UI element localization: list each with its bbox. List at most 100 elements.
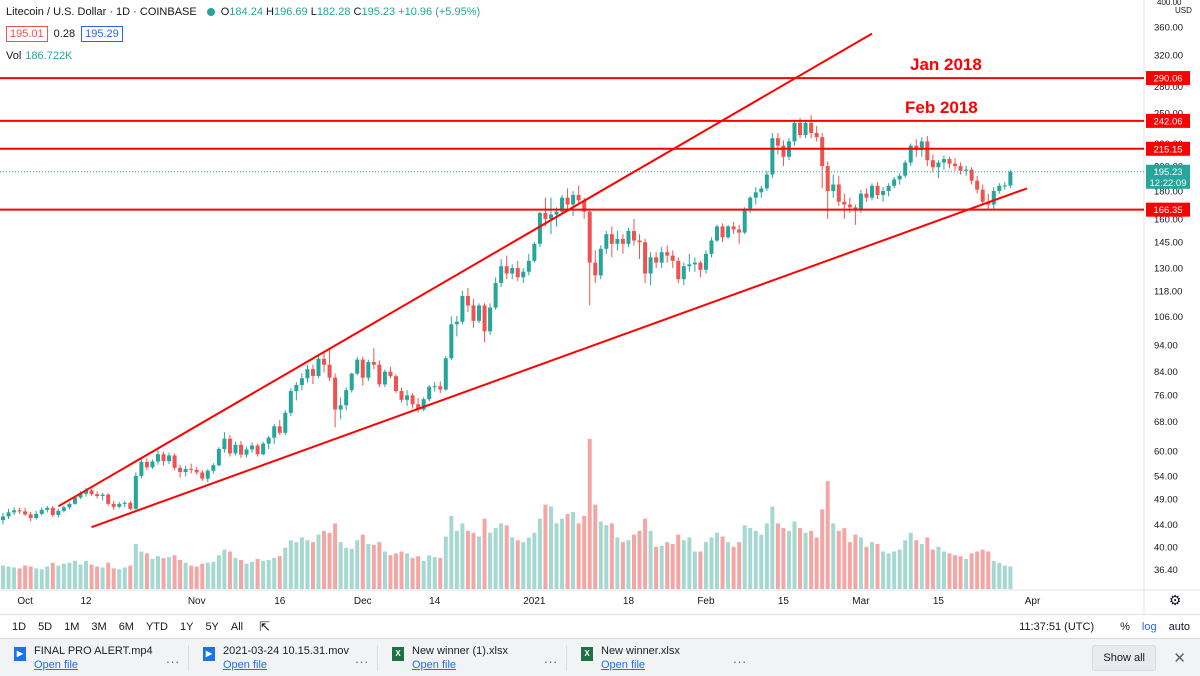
volume-bar	[161, 558, 166, 589]
timeframe-6m[interactable]: 6M	[118, 621, 134, 633]
volume-bar	[698, 551, 703, 589]
timeframe-all[interactable]: All	[230, 621, 244, 633]
candle-body	[161, 454, 166, 462]
volume-bar	[405, 553, 410, 589]
date-range-icon[interactable]: ⇱	[259, 619, 271, 634]
volume-bar	[858, 537, 863, 589]
candle-body	[454, 321, 459, 325]
volume-bar	[537, 518, 542, 589]
download-item[interactable]: ▶ FINAL PRO ALERT.mp4 Open file...	[0, 645, 188, 671]
volume-bar	[914, 540, 919, 589]
candle-body	[582, 200, 587, 212]
timeframe-1d[interactable]: 1D	[12, 621, 27, 633]
volume-bar	[510, 537, 515, 589]
percent-toggle[interactable]: %	[1120, 621, 1130, 633]
candle-body	[322, 358, 327, 365]
download-item[interactable]: ▶ 2021-03-24 10.15.31.mov Open file...	[188, 644, 377, 671]
volume-bar	[106, 562, 111, 589]
time-tick-label: 15	[778, 596, 790, 607]
candle-body	[6, 512, 11, 517]
candle-body	[244, 449, 249, 455]
volume-bar	[648, 530, 653, 589]
volume-bar	[504, 525, 509, 589]
candle-body	[936, 162, 941, 168]
download-menu-icon[interactable]: ...	[733, 650, 747, 666]
candle-body	[554, 211, 559, 215]
open-file-link[interactable]: Open file	[601, 658, 646, 671]
log-toggle[interactable]: log	[1141, 621, 1157, 633]
volume-bar	[200, 563, 205, 589]
volume-bar	[310, 542, 315, 589]
candle-body	[698, 262, 703, 270]
candle-body	[1008, 171, 1013, 186]
timeframe-5d[interactable]: 5D	[38, 621, 53, 633]
timeframe-1m[interactable]: 1M	[64, 621, 80, 633]
candle-body	[731, 226, 736, 230]
volume-bar	[560, 518, 565, 589]
candle-body	[250, 445, 255, 450]
download-menu-icon[interactable]: ...	[355, 650, 369, 666]
candle-body	[122, 502, 127, 504]
download-menu-icon[interactable]: ...	[544, 650, 558, 666]
excel-file-icon: X	[392, 646, 404, 661]
candle-body	[665, 252, 670, 256]
price-chart[interactable]: 360.00320.00280.00250.00220.00200.00180.…	[0, 0, 1200, 614]
level-price-label: 290.06	[1153, 74, 1182, 85]
close-value: 195.23	[361, 6, 396, 18]
volume-bar	[84, 560, 89, 589]
chart-area[interactable]: 360.00320.00280.00250.00220.00200.00180.…	[0, 0, 1200, 638]
spread-value: 0.28	[53, 28, 76, 40]
time-tick-label: 14	[429, 596, 441, 607]
volume-bar	[438, 558, 443, 589]
candle-body	[709, 240, 714, 254]
show-all-button[interactable]: Show all	[1092, 645, 1156, 671]
close-downloads-icon[interactable]: ✕	[1173, 650, 1186, 667]
volume-bar	[543, 504, 548, 589]
candle-body	[128, 502, 133, 509]
settings-gear-icon[interactable]: ⚙	[1169, 593, 1182, 609]
open-file-link[interactable]: Open file	[412, 658, 457, 671]
volume-bar	[687, 537, 692, 589]
candle-body	[349, 373, 354, 391]
price-tick-label: 36.40	[1154, 565, 1178, 576]
candle-body	[95, 494, 100, 497]
candle-body	[842, 201, 847, 205]
candle-body	[560, 197, 565, 212]
candle-body	[953, 163, 958, 167]
candle-body	[543, 213, 548, 219]
open-file-link[interactable]: Open file	[223, 658, 268, 671]
price-tick-label: 320.00	[1154, 50, 1183, 61]
candle-body	[532, 243, 537, 261]
open-file-link[interactable]: Open file	[34, 658, 79, 671]
download-menu-icon[interactable]: ...	[166, 650, 180, 666]
volume-bar	[515, 540, 520, 589]
candle-body	[643, 242, 648, 274]
timeframe-3m[interactable]: 3M	[91, 621, 107, 633]
auto-toggle[interactable]: auto	[1168, 621, 1190, 633]
currency-label: USD	[1175, 6, 1192, 15]
video-file-icon: ▶	[203, 646, 215, 661]
timeframe-1y[interactable]: 1Y	[179, 621, 194, 633]
download-item[interactable]: X New winner.xlsx Open file...	[566, 644, 755, 671]
level-price-tag	[1146, 141, 1190, 156]
candle-body	[410, 395, 415, 405]
volume-bar	[488, 532, 493, 589]
bid-ask-box: 195.01 0.28 195.29	[6, 26, 123, 42]
candle-body	[465, 296, 470, 306]
timeframe-5y[interactable]: 5Y	[205, 621, 219, 633]
buy-button[interactable]: 195.29	[81, 26, 123, 42]
volume-bar	[587, 439, 592, 589]
sell-button[interactable]: 195.01	[6, 26, 48, 42]
timeframe-ytd[interactable]: YTD	[145, 621, 168, 633]
time-tick-label: 15	[933, 596, 945, 607]
volume-bar	[399, 551, 404, 589]
download-item[interactable]: X New winner (1).xlsx Open file...	[377, 644, 566, 671]
symbol-title[interactable]: Litecoin / U.S. Dollar · 1D · COINBASE	[6, 6, 197, 18]
candle-body	[310, 369, 315, 376]
volume-bar	[991, 560, 996, 589]
download-filename: 2021-03-24 10.15.31.mov	[223, 644, 349, 657]
clock-display[interactable]: 11:37:51 (UTC)	[1019, 621, 1095, 633]
volume-bar	[288, 540, 293, 589]
candle-body	[366, 361, 371, 378]
candle-body	[925, 141, 930, 161]
